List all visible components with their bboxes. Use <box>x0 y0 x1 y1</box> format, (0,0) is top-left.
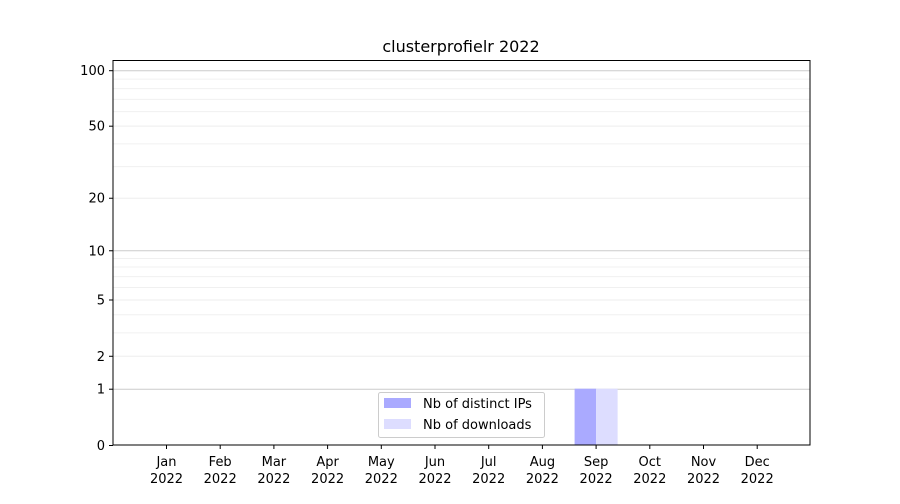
y-tick-label: 100 <box>80 64 105 79</box>
legend-label-downloads: Nb of downloads <box>423 418 532 433</box>
x-tick-label-month: Apr <box>316 455 339 470</box>
x-tick-label-year: 2022 <box>311 472 344 487</box>
y-tick-label: 2 <box>97 350 105 365</box>
x-tick-label-month: Aug <box>530 455 555 470</box>
x-tick-label-year: 2022 <box>204 472 237 487</box>
x-tick-label-year: 2022 <box>365 472 398 487</box>
y-axis: 0 1 2 5 10 20 50 100 <box>80 64 113 454</box>
x-tick-label-year: 2022 <box>741 472 774 487</box>
legend-swatch-downloads <box>384 419 411 429</box>
x-tick-label-month: Nov <box>691 455 717 470</box>
x-tick-label-month: Feb <box>209 455 232 470</box>
y-tick-label: 50 <box>88 120 105 135</box>
x-tick-label-month: Jul <box>480 455 497 470</box>
y-tick-label: 5 <box>97 293 105 308</box>
plot-frame <box>112 60 811 446</box>
grid <box>113 70 810 390</box>
legend-swatch-distinct-ips <box>384 398 411 408</box>
y-tick-label: 0 <box>97 439 105 454</box>
chart-title: clusterprofielr 2022 <box>382 37 539 56</box>
x-tick-label-year: 2022 <box>580 472 613 487</box>
x-tick-label-year: 2022 <box>526 472 559 487</box>
x-tick-label-year: 2022 <box>257 472 290 487</box>
x-tick-label-month: Sep <box>584 455 609 470</box>
x-tick-label-month: Mar <box>262 455 287 470</box>
y-tick-label: 20 <box>88 192 105 207</box>
x-tick-label-year: 2022 <box>418 472 451 487</box>
legend: Nb of distinct IPs Nb of downloads <box>378 392 545 438</box>
x-tick-label-month: Jun <box>424 455 445 470</box>
x-tick-label-year: 2022 <box>150 472 183 487</box>
x-tick-label-year: 2022 <box>687 472 720 487</box>
x-axis: Jan 2022 Feb 2022 Mar 2022 Apr 2022 May 2022 Jun 20… <box>150 445 774 487</box>
y-tick-label: 1 <box>97 383 105 398</box>
legend-box <box>378 392 545 438</box>
legend-label-distinct-ips: Nb of distinct IPs <box>423 397 532 412</box>
y-tick-label: 10 <box>88 244 105 259</box>
x-tick-label-month: Dec <box>745 455 770 470</box>
x-tick-label-year: 2022 <box>472 472 505 487</box>
bar-distinct-ips <box>574 388 597 445</box>
bar-downloads <box>596 388 618 445</box>
x-tick-label-month: Oct <box>639 455 661 470</box>
x-tick-label-year: 2022 <box>633 472 666 487</box>
x-tick-label-month: May <box>368 455 395 470</box>
bars <box>574 388 618 445</box>
x-tick-label-month: Jan <box>155 455 176 470</box>
